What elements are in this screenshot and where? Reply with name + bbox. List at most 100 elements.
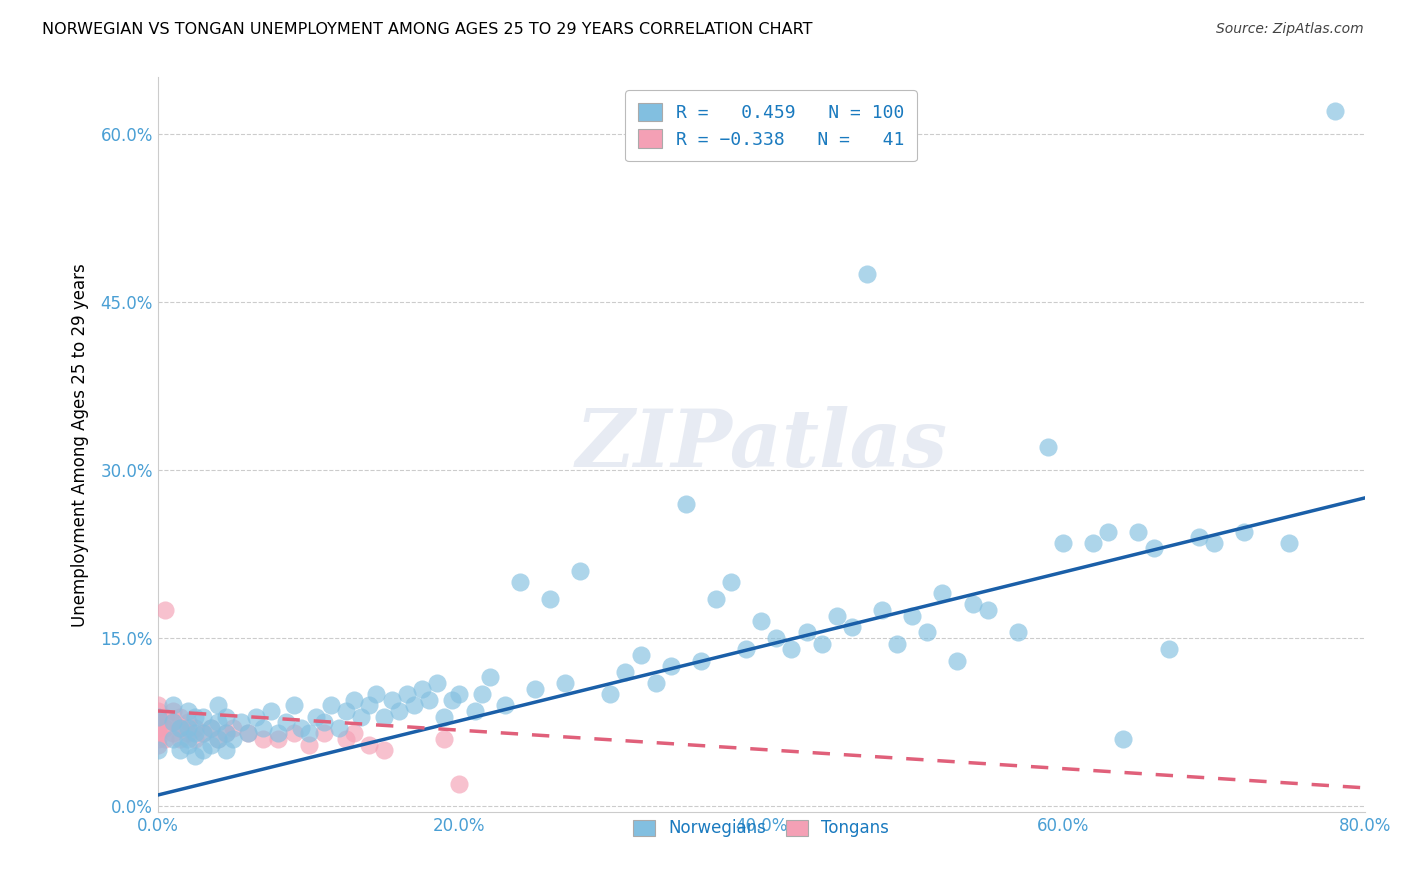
Point [1036,441,1059,455]
Point [554,676,576,690]
Point [599,687,621,701]
Point [267,726,290,740]
Point [350,709,373,723]
Point [962,598,984,612]
Point [169,731,191,746]
Point [343,726,366,740]
Point [222,721,245,735]
Point [169,721,191,735]
Point [675,496,697,510]
Point [426,676,449,690]
Point [200,721,222,735]
Point [1323,104,1346,119]
Point [162,726,184,740]
Point [1007,625,1029,640]
Point [1097,524,1119,539]
Legend: Norwegians, Tongans: Norwegians, Tongans [627,813,896,844]
Point [177,704,200,718]
Point [418,692,440,706]
Point [614,665,637,679]
Point [146,709,169,723]
Point [509,574,531,589]
Point [946,653,969,667]
Point [856,267,879,281]
Point [283,726,305,740]
Point [283,698,305,713]
Point [169,721,191,735]
Point [155,709,177,723]
Point [569,564,592,578]
Point [177,731,200,746]
Point [146,715,169,730]
Point [146,743,169,757]
Point [1233,524,1256,539]
Point [464,704,486,718]
Point [735,642,758,657]
Point [471,687,494,701]
Point [207,698,229,713]
Point [177,738,200,752]
Point [238,726,260,740]
Point [440,692,463,706]
Point [177,715,200,730]
Point [162,698,184,713]
Point [381,692,404,706]
Point [169,743,191,757]
Point [146,715,169,730]
Point [200,738,222,752]
Point [478,670,501,684]
Point [191,726,214,740]
Point [931,586,953,600]
Point [155,603,177,617]
Point [146,704,169,718]
Point [388,704,411,718]
Point [1278,535,1301,549]
Point [207,715,229,730]
Point [290,721,312,735]
Point [169,709,191,723]
Point [366,687,388,701]
Point [222,731,245,746]
Point [146,721,169,735]
Point [146,721,169,735]
Point [870,603,893,617]
Point [184,748,207,763]
Point [901,608,924,623]
Point [433,709,456,723]
Point [214,726,236,740]
Point [335,731,357,746]
Point [312,715,335,730]
Point [404,698,426,713]
Point [644,676,666,690]
Point [297,738,319,752]
Point [538,591,561,606]
Point [162,704,184,718]
Text: NORWEGIAN VS TONGAN UNEMPLOYMENT AMONG AGES 25 TO 29 YEARS CORRELATION CHART: NORWEGIAN VS TONGAN UNEMPLOYMENT AMONG A… [42,22,813,37]
Point [494,698,516,713]
Point [214,709,236,723]
Point [523,681,546,696]
Point [357,738,380,752]
Point [976,603,998,617]
Point [260,704,283,718]
Point [214,743,236,757]
Point [810,637,832,651]
Point [146,738,169,752]
Point [1128,524,1150,539]
Point [274,715,297,730]
Point [162,731,184,746]
Point [191,726,214,740]
Point [177,726,200,740]
Point [1052,535,1074,549]
Point [1112,731,1135,746]
Point [449,687,471,701]
Point [915,625,938,640]
Point [146,731,169,746]
Point [162,715,184,730]
Y-axis label: Unemployment Among Ages 25 to 29 years: Unemployment Among Ages 25 to 29 years [72,263,89,626]
Point [162,715,184,730]
Text: ZIPatlas: ZIPatlas [575,406,948,483]
Point [252,721,274,735]
Point [373,743,395,757]
Point [207,731,229,746]
